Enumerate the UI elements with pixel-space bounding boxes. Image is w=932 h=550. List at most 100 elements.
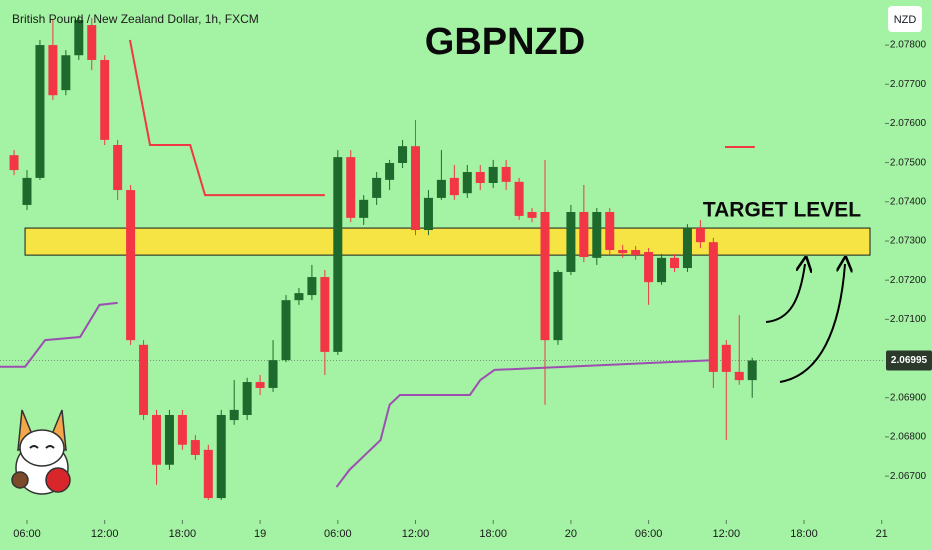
candle-body: [152, 414, 162, 465]
candle-body: [177, 414, 187, 445]
candle-body: [74, 19, 84, 56]
candle-body: [9, 155, 19, 171]
arrow: [765, 264, 805, 323]
candle-body: [605, 211, 615, 251]
chart-header: British Pound / New Zealand Dollar, 1h, …: [12, 12, 259, 26]
candle-body: [708, 242, 718, 372]
candle-body: [449, 177, 459, 196]
last-price-label: 2.06995: [891, 355, 928, 366]
y-tick-label: 2.07200: [890, 275, 927, 286]
mascot: [11, 409, 71, 495]
candle-body: [682, 228, 692, 269]
y-tick-label: 2.07400: [890, 196, 927, 207]
candle-body: [747, 360, 757, 381]
candle-body: [644, 251, 654, 283]
candle-body: [164, 414, 174, 465]
candle-body: [721, 344, 731, 372]
y-tick-label: 2.07600: [890, 118, 927, 129]
chart-title: GBPNZD: [425, 21, 585, 63]
candle-body: [35, 45, 45, 178]
indicator-line: [128, 39, 325, 197]
candle-body: [631, 250, 641, 256]
indicator-line: [335, 359, 715, 488]
currency-label: NZD: [894, 14, 917, 26]
candle-body: [553, 271, 563, 341]
last-price-box: [886, 350, 932, 371]
candle-body: [592, 211, 602, 258]
y-tick-label: 2.07700: [890, 79, 927, 90]
candle-body: [410, 146, 420, 231]
target-zone: [24, 227, 871, 256]
candle-body: [268, 360, 278, 388]
candle-body: [203, 449, 213, 499]
candle-body: [657, 257, 667, 283]
candle-body: [333, 157, 343, 352]
candle-body: [618, 250, 628, 254]
x-tick-label: 06:00: [635, 528, 663, 540]
x-tick-label: 18:00: [479, 528, 507, 540]
candle-body: [566, 211, 576, 272]
y-tick-label: 2.07500: [890, 157, 927, 168]
x-tick-label: 18:00: [169, 528, 197, 540]
candle-body: [669, 257, 679, 269]
candle-body: [488, 166, 498, 183]
candle-body: [22, 177, 32, 205]
y-tick-label: 2.06800: [890, 432, 927, 443]
x-tick-label: 20: [565, 528, 577, 540]
zone-layer: TARGET LEVEL: [24, 199, 871, 256]
candle-body: [100, 59, 110, 140]
candle-body: [462, 172, 472, 194]
y-tick-label: 2.06700: [890, 471, 927, 482]
candle-body: [423, 197, 433, 231]
candle-body: [372, 177, 382, 198]
candle-body: [436, 179, 446, 198]
candle-body: [139, 344, 149, 415]
candle-body: [294, 293, 304, 301]
candle-body: [385, 163, 395, 180]
candle-body: [475, 172, 485, 183]
candle-body: [734, 371, 744, 381]
arrow: [779, 264, 845, 383]
y-tick-label: 2.07300: [890, 236, 927, 247]
indicator-line: [0, 301, 118, 368]
x-tick-label: 12:00: [402, 528, 430, 540]
candle-layer: [9, 14, 757, 501]
x-tick-label: 18:00: [790, 528, 818, 540]
candle-body: [514, 181, 524, 216]
candle-body: [229, 409, 239, 421]
candle-body: [695, 228, 705, 243]
x-tick-label: 19: [254, 528, 266, 540]
candle-body: [320, 277, 330, 352]
x-tick-label: 12:00: [713, 528, 741, 540]
candle-body: [579, 211, 589, 258]
candle-body: [281, 300, 291, 361]
candle-body: [61, 55, 71, 91]
candle-body: [501, 166, 511, 182]
y-tick-label: 2.07100: [890, 314, 927, 325]
candle-body: [307, 277, 317, 296]
candle-body: [398, 146, 408, 164]
x-tick-label: 12:00: [91, 528, 119, 540]
candle-body: [126, 190, 136, 341]
candle-body: [216, 414, 226, 499]
x-tick-label: 06:00: [324, 528, 352, 540]
candle-body: [242, 382, 252, 415]
currency-box: [888, 6, 922, 32]
candle-body: [359, 199, 369, 218]
target-label: TARGET LEVEL: [703, 199, 861, 222]
x-tick-label: 06:00: [13, 528, 41, 540]
y-tick-label: 2.06900: [890, 392, 927, 403]
candle-body: [190, 440, 200, 455]
y-tick-label: 2.07800: [890, 40, 927, 51]
candle-body: [540, 211, 550, 341]
candle-body: [113, 144, 123, 191]
candle-body: [527, 211, 537, 218]
candle-body: [48, 45, 58, 96]
candle-body: [87, 25, 97, 60]
candle-body: [255, 382, 265, 388]
x-tick-label: 21: [876, 528, 888, 540]
candle-body: [346, 157, 356, 218]
axis-layer: 2.06700 2.06800 2.06900 2.07100 2.07200 2.073…: [13, 40, 932, 540]
